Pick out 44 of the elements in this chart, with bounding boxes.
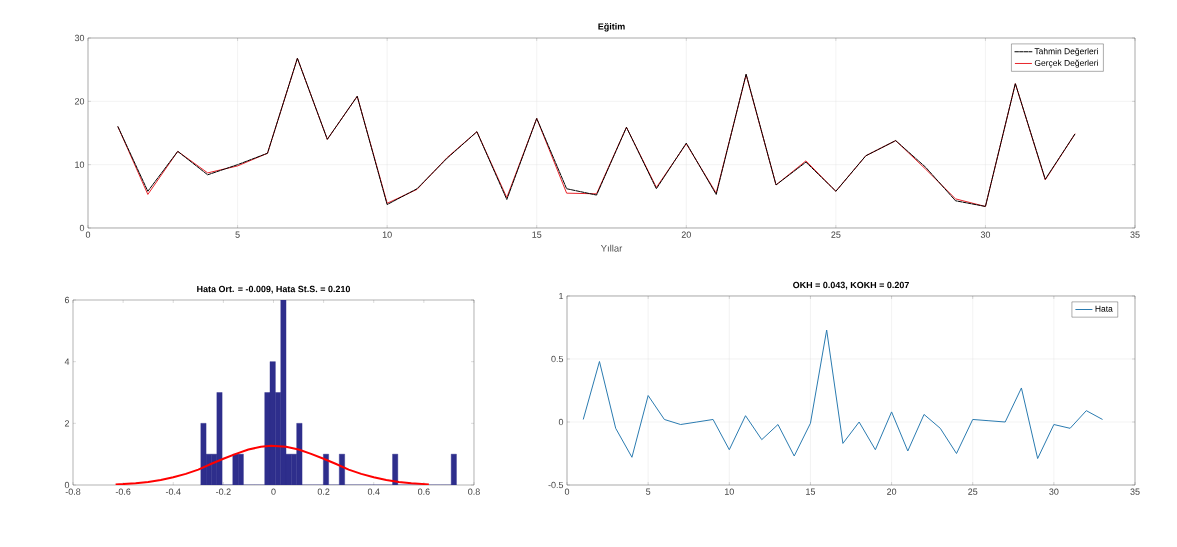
x-tick-label: 15 [532, 231, 542, 238]
y-tick-label: 0 [558, 418, 564, 426]
x-tick-label: 5 [235, 231, 240, 238]
legend-label: Gerçek Değerleri [1034, 59, 1098, 68]
x-tick-label: -0.4 [165, 488, 181, 495]
x-tick-label: 0 [564, 488, 570, 495]
y-tick-label: 20 [74, 98, 85, 105]
chart-title: Hata Ort. = -0.009, Hata St.S. = 0.210 [197, 285, 351, 294]
x-tick-label: 0 [85, 231, 91, 238]
x-tick-label: 10 [724, 488, 734, 495]
y-tick-label: 1 [559, 292, 564, 300]
y-tick-label: 0 [64, 481, 70, 489]
x-tick-label: 0.6 [417, 488, 430, 495]
y-tick-label: 2 [64, 420, 70, 427]
legend-label: Tahmin Değerleri [1034, 47, 1098, 56]
x-axis-title: Yıllar [600, 244, 623, 252]
y-tick-label: 0.5 [551, 355, 564, 363]
y-tick-label: -0.5 [548, 481, 564, 489]
x-tick-label: 30 [1049, 488, 1059, 495]
x-tick-label: -0.8 [65, 488, 81, 495]
y-tick-label: 30 [74, 34, 85, 42]
x-tick-label: -0.6 [115, 488, 131, 495]
x-tick-label: 0.8 [468, 488, 480, 495]
x-tick-label: 20 [681, 231, 691, 238]
y-tick-label: 4 [64, 358, 70, 365]
y-tick-label: 0 [79, 224, 85, 232]
y-tick-label: 6 [64, 296, 70, 304]
x-tick-label: 30 [980, 231, 991, 238]
legend-label: Hata [1095, 305, 1113, 312]
chart-title: Eğitim [598, 23, 625, 32]
x-tick-label: 35 [1130, 488, 1140, 495]
x-tick-label: 35 [1130, 231, 1140, 238]
chart-title: OKH = 0.043, KOKH = 0.207 [793, 281, 909, 290]
x-tick-label: 25 [968, 488, 978, 495]
x-tick-label: 0 [271, 488, 276, 495]
y-tick-label: 10 [75, 161, 85, 168]
x-tick-label: -0.2 [216, 488, 231, 495]
x-tick-label: 5 [646, 488, 651, 495]
x-tick-label: 10 [382, 231, 392, 238]
x-tick-label: 0.4 [367, 488, 380, 495]
x-tick-label: 0.2 [317, 488, 330, 495]
x-tick-label: 25 [831, 231, 841, 238]
x-tick-label: 15 [806, 488, 816, 495]
x-tick-label: 20 [887, 488, 897, 495]
